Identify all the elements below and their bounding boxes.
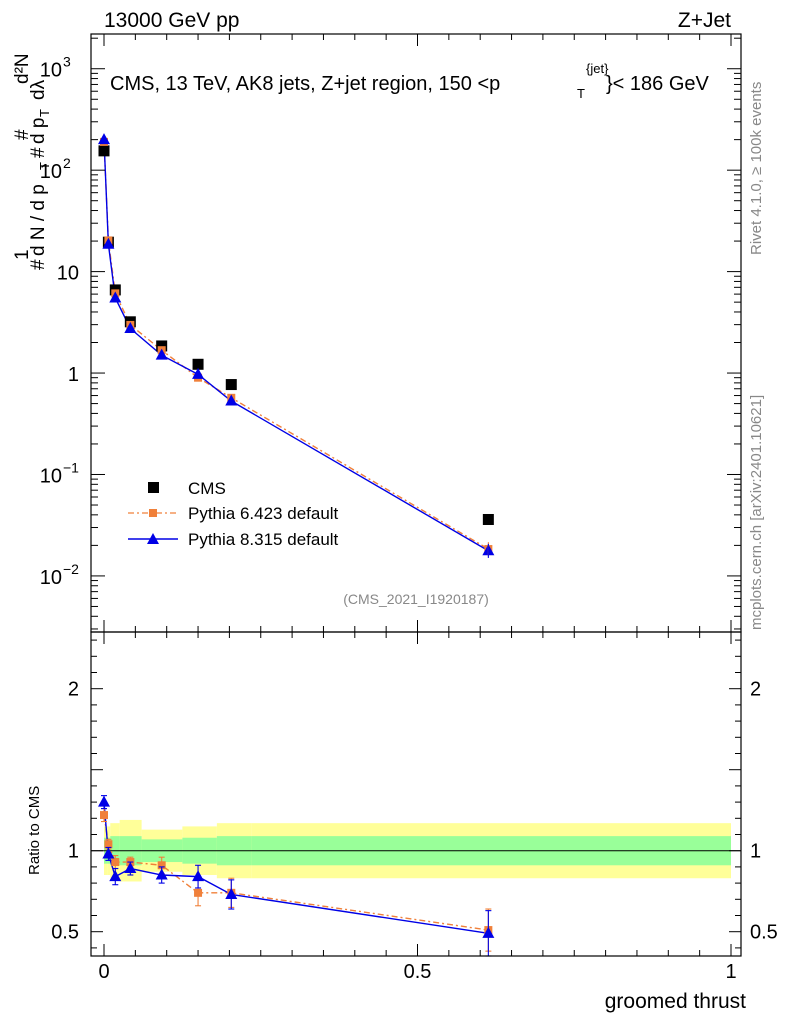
ratio-point-pythia-8-315-default — [98, 795, 110, 807]
ratio-point-pythia-6-423-default — [194, 888, 203, 897]
ratio-y-tick-label-left: 1 — [68, 841, 79, 863]
header-left: 13000 GeV pp — [104, 9, 239, 32]
legend-label-cms: CMS — [188, 479, 226, 498]
main-point-pythia-8-315-default — [155, 348, 168, 360]
main-line-pythia-8-315-default — [103, 139, 489, 552]
legend-entry-pythia8: Pythia 8.315 default — [128, 530, 339, 549]
main-y-label: # 1 d N / d p T # d p T dλ # d²N — [12, 53, 52, 270]
ratio-series-points — [98, 795, 495, 957]
main-y-tick-exponent: 3 — [63, 54, 71, 70]
header-right: Z+Jet — [678, 9, 731, 32]
title-suffix: }< 186 GeV — [606, 73, 710, 95]
main-point-pythia-8-315-default — [225, 394, 238, 406]
ratio-point-pythia-6-423-default — [100, 811, 108, 820]
main-point-cms — [225, 379, 237, 391]
title-prefix: CMS, 13 TeV, AK8 jets, Z+jet region, 150… — [110, 73, 500, 95]
analysis-id: (CMS_2021_I1920187) — [343, 591, 489, 607]
ratio-bands — [91, 819, 741, 882]
ratio-panel: 0 0.5 1 0.5 0.5 1 1 2 2 Ratio to CMS groomed thr… — [26, 631, 778, 1013]
ratio-point-pythia-8-315-default — [155, 868, 168, 880]
ratio-point-pythia-8-315-default — [482, 926, 495, 938]
ratio-y-tick-label-right: 0.5 — [750, 922, 778, 944]
main-point-pythia-8-315-default — [109, 291, 122, 303]
legend-entry-pythia6: Pythia 6.423 default — [128, 504, 339, 523]
ratio-point-pythia-8-315-default — [109, 870, 122, 882]
main-y-tick-exponent: −2 — [63, 561, 79, 577]
ratio-y-tick-label-left: 2 — [68, 679, 79, 701]
main-point-pythia-8-315-default — [192, 367, 205, 379]
x-tick-label: 0 — [98, 961, 109, 983]
main-series-points — [98, 133, 495, 558]
legend-label-pythia6: Pythia 6.423 default — [188, 504, 339, 523]
main-y-tick-label: 10 — [57, 263, 79, 285]
main-y-label-d2n: d²N — [12, 53, 33, 84]
main-y-label-hash-1: # — [28, 259, 49, 270]
x-axis-label: groomed thrust — [605, 990, 746, 1013]
main-y-label-dlambda: dλ — [28, 79, 49, 100]
ratio-y-label: Ratio to CMS — [26, 786, 43, 875]
legend-marker-pythia8 — [147, 533, 159, 544]
title-subscript: T — [577, 86, 585, 101]
ratio-point-pythia-6-423-default — [104, 840, 113, 849]
rivet-label: Rivet 4.1.0, ≥ 100k events — [748, 82, 765, 255]
ratio-frame — [90, 631, 742, 957]
main-y-tick-label: 10 — [40, 60, 62, 82]
main-y-label-hash-3: # — [12, 129, 33, 140]
legend-marker-pythia6 — [149, 509, 157, 517]
main-y-label-t1: T — [37, 162, 52, 170]
main-point-cms — [192, 358, 204, 370]
main-point-pythia-8-315-default — [98, 133, 110, 145]
legend: CMS Pythia 6.423 default Pythia 8.315 de… — [128, 479, 339, 549]
main-y-tick-exponent: −1 — [63, 459, 79, 475]
ratio-point-pythia-8-315-default — [102, 847, 115, 859]
main-y-tick-label: 10 — [40, 567, 62, 589]
x-tick-label: 1 — [725, 961, 736, 983]
main-y-tick-label: 10 — [40, 465, 62, 487]
title-superscript: {jet} — [586, 61, 609, 76]
legend-entry-cms: CMS — [148, 479, 226, 498]
ratio-y-tick-label-right: 1 — [750, 841, 761, 863]
main-point-cms — [156, 340, 168, 352]
main-point-pythia-8-315-default — [102, 237, 115, 249]
main-point-pythia-8-315-default — [124, 321, 137, 333]
ratio-point-pythia-8-315-default — [124, 862, 137, 874]
main-y-tick-label: 1 — [68, 364, 79, 386]
ratio-point-pythia-6-423-default — [111, 858, 120, 867]
legend-label-pythia8: Pythia 8.315 default — [188, 530, 339, 549]
ratio-point-pythia-6-423-default — [157, 861, 166, 870]
main-point-cms — [482, 513, 494, 525]
ratio-point-pythia-8-315-default — [225, 887, 238, 899]
main-y-tick-label: 10 — [40, 161, 62, 183]
main-y-label-t2: T — [37, 109, 52, 117]
main-y-label-dn: d N / d p — [28, 184, 49, 256]
main-y-label-dp: d p — [28, 118, 49, 144]
ratio-point-pythia-8-315-default — [192, 870, 205, 882]
ratio-axes: 0 0.5 1 0.5 0.5 1 1 2 2 — [51, 631, 778, 983]
main-y-tick-exponent: 2 — [63, 155, 71, 171]
ratio-y-tick-label-right: 2 — [750, 679, 761, 701]
chart-title: CMS, 13 TeV, AK8 jets, Z+jet region, 150… — [110, 61, 710, 101]
mcplots-label: mcplots.cern.ch [arXiv:2401.10621] — [748, 395, 765, 630]
x-tick-label: 0.5 — [404, 961, 432, 983]
legend-marker-cms — [148, 482, 159, 493]
main-series-lines — [103, 139, 489, 552]
main-point-cms — [98, 145, 110, 157]
main-y-label-one: 1 — [12, 249, 33, 260]
main-y-label-hash-2: # — [28, 147, 49, 158]
ratio-y-tick-label-left: 0.5 — [51, 922, 79, 944]
